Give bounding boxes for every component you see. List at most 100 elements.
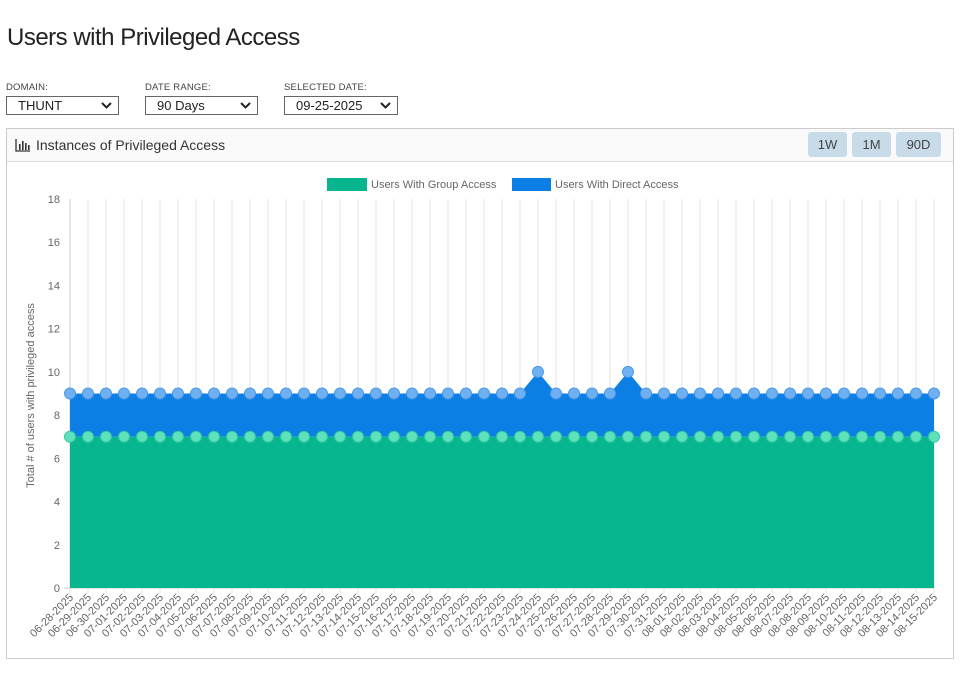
group-access-point[interactable] — [928, 430, 940, 443]
direct-access-point[interactable] — [136, 387, 148, 400]
direct-access-point[interactable] — [802, 387, 814, 400]
group-access-point[interactable] — [388, 430, 400, 443]
group-access-point[interactable] — [190, 430, 202, 443]
group-access-point[interactable] — [730, 430, 742, 443]
group-access-point[interactable] — [136, 430, 148, 443]
direct-access-point[interactable] — [730, 387, 742, 400]
group-access-point[interactable] — [280, 430, 292, 443]
direct-access-point[interactable] — [622, 365, 634, 378]
direct-access-point[interactable] — [460, 387, 472, 400]
direct-access-point[interactable] — [748, 387, 760, 400]
direct-access-point[interactable] — [190, 387, 202, 400]
direct-access-point[interactable] — [244, 387, 256, 400]
direct-access-point[interactable] — [532, 365, 544, 378]
group-access-point[interactable] — [244, 430, 256, 443]
group-access-point[interactable] — [856, 430, 868, 443]
group-access-point[interactable] — [694, 430, 706, 443]
range-1w-button[interactable]: 1W — [808, 132, 847, 157]
group-access-point[interactable] — [802, 430, 814, 443]
group-access-point[interactable] — [550, 430, 562, 443]
group-access-point[interactable] — [154, 430, 166, 443]
group-access-point[interactable] — [766, 430, 778, 443]
group-access-point[interactable] — [568, 430, 580, 443]
group-access-point[interactable] — [658, 430, 670, 443]
group-access-point[interactable] — [316, 430, 328, 443]
direct-access-point[interactable] — [388, 387, 400, 400]
selected-date-select[interactable]: 09-25-2025 — [284, 96, 398, 115]
group-access-point[interactable] — [892, 430, 904, 443]
direct-access-point[interactable] — [154, 387, 166, 400]
group-access-point[interactable] — [748, 430, 760, 443]
group-access-point[interactable] — [298, 430, 310, 443]
direct-access-point[interactable] — [874, 387, 886, 400]
group-access-point[interactable] — [586, 430, 598, 443]
direct-access-point[interactable] — [352, 387, 364, 400]
legend-label-direct[interactable]: Users With Direct Access — [555, 179, 679, 191]
direct-access-point[interactable] — [406, 387, 418, 400]
group-access-point[interactable] — [406, 430, 418, 443]
group-access-point[interactable] — [226, 430, 238, 443]
direct-access-point[interactable] — [640, 387, 652, 400]
group-access-point[interactable] — [370, 430, 382, 443]
group-access-point[interactable] — [676, 430, 688, 443]
group-access-point[interactable] — [604, 430, 616, 443]
group-access-point[interactable] — [532, 430, 544, 443]
direct-access-point[interactable] — [514, 387, 526, 400]
direct-access-point[interactable] — [910, 387, 922, 400]
group-access-point[interactable] — [496, 430, 508, 443]
legend-swatch-direct[interactable] — [512, 178, 551, 191]
group-access-point[interactable] — [910, 430, 922, 443]
direct-access-point[interactable] — [856, 387, 868, 400]
direct-access-point[interactable] — [262, 387, 274, 400]
group-access-point[interactable] — [874, 430, 886, 443]
group-access-point[interactable] — [820, 430, 832, 443]
direct-access-point[interactable] — [424, 387, 436, 400]
direct-access-point[interactable] — [928, 387, 940, 400]
direct-access-point[interactable] — [568, 387, 580, 400]
direct-access-point[interactable] — [316, 387, 328, 400]
legend-swatch-group[interactable] — [327, 178, 367, 191]
range-90d-button[interactable]: 90D — [896, 132, 941, 157]
group-access-point[interactable] — [262, 430, 274, 443]
direct-access-point[interactable] — [280, 387, 292, 400]
direct-access-point[interactable] — [208, 387, 220, 400]
direct-access-point[interactable] — [784, 387, 796, 400]
direct-access-point[interactable] — [712, 387, 724, 400]
domain-select[interactable]: THUNT — [6, 96, 119, 115]
direct-access-point[interactable] — [442, 387, 454, 400]
group-access-point[interactable] — [64, 430, 76, 443]
direct-access-point[interactable] — [550, 387, 562, 400]
direct-access-point[interactable] — [298, 387, 310, 400]
group-access-point[interactable] — [838, 430, 850, 443]
direct-access-point[interactable] — [478, 387, 490, 400]
group-access-point[interactable] — [712, 430, 724, 443]
group-access-point[interactable] — [172, 430, 184, 443]
group-access-point[interactable] — [334, 430, 346, 443]
group-access-point[interactable] — [352, 430, 364, 443]
group-access-point[interactable] — [514, 430, 526, 443]
direct-access-point[interactable] — [586, 387, 598, 400]
direct-access-point[interactable] — [172, 387, 184, 400]
group-access-point[interactable] — [208, 430, 220, 443]
direct-access-point[interactable] — [604, 387, 616, 400]
group-access-point[interactable] — [784, 430, 796, 443]
group-access-point[interactable] — [442, 430, 454, 443]
group-access-point[interactable] — [622, 430, 634, 443]
legend-label-group[interactable]: Users With Group Access — [371, 179, 497, 191]
group-access-point[interactable] — [640, 430, 652, 443]
direct-access-point[interactable] — [892, 387, 904, 400]
direct-access-point[interactable] — [766, 387, 778, 400]
group-access-point[interactable] — [478, 430, 490, 443]
direct-access-point[interactable] — [118, 387, 130, 400]
direct-access-point[interactable] — [370, 387, 382, 400]
direct-access-point[interactable] — [334, 387, 346, 400]
group-access-point[interactable] — [82, 430, 94, 443]
direct-access-point[interactable] — [100, 387, 112, 400]
date-range-select[interactable]: 90 Days — [145, 96, 258, 115]
group-access-point[interactable] — [424, 430, 436, 443]
group-access-point[interactable] — [100, 430, 112, 443]
direct-access-point[interactable] — [226, 387, 238, 400]
group-access-point[interactable] — [460, 430, 472, 443]
direct-access-point[interactable] — [694, 387, 706, 400]
direct-access-point[interactable] — [64, 387, 76, 400]
